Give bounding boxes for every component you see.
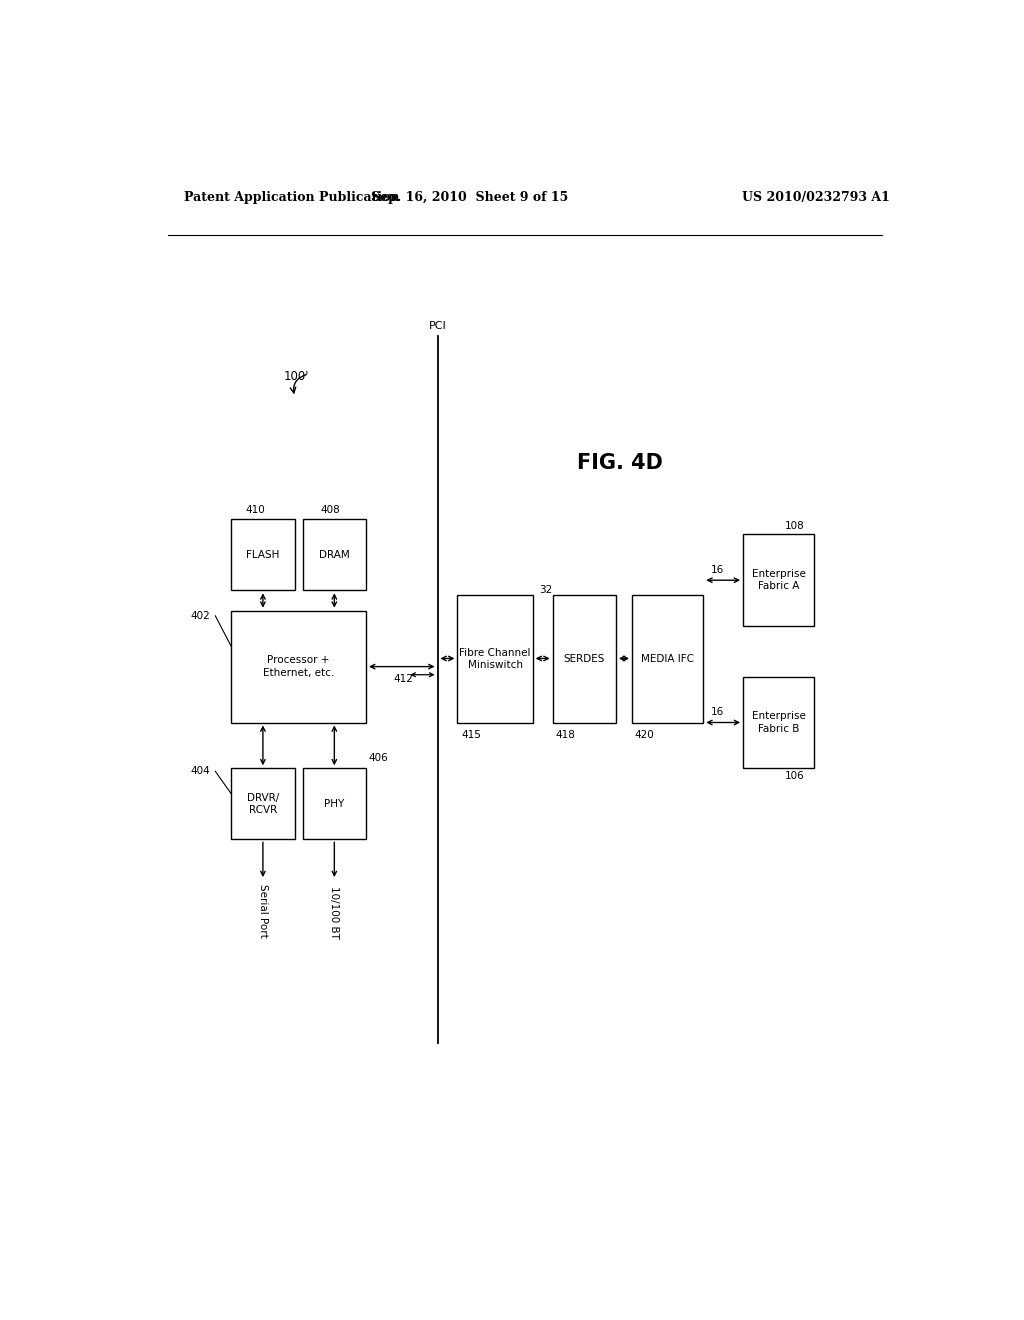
Text: 415: 415 xyxy=(461,730,481,739)
Text: DRVR/
RCVR: DRVR/ RCVR xyxy=(247,792,279,814)
Text: 404: 404 xyxy=(190,767,210,776)
Bar xyxy=(231,768,295,840)
Text: Serial Port: Serial Port xyxy=(258,883,268,937)
Text: US 2010/0232793 A1: US 2010/0232793 A1 xyxy=(742,190,890,203)
Text: Patent Application Publication: Patent Application Publication xyxy=(183,190,399,203)
Text: 420: 420 xyxy=(634,730,654,739)
Text: 100': 100' xyxy=(284,371,309,383)
Bar xyxy=(231,519,295,590)
Text: DRAM: DRAM xyxy=(318,550,350,560)
Text: 108: 108 xyxy=(785,521,805,532)
Text: FLASH: FLASH xyxy=(246,550,280,560)
Text: Fibre Channel
Miniswitch: Fibre Channel Miniswitch xyxy=(460,648,530,671)
Bar xyxy=(303,768,367,840)
Bar xyxy=(458,595,532,722)
Text: Enterprise
Fabric B: Enterprise Fabric B xyxy=(752,711,806,734)
Bar xyxy=(743,677,814,768)
Text: PHY: PHY xyxy=(325,799,344,809)
Text: SERDES: SERDES xyxy=(563,653,605,664)
Text: 402: 402 xyxy=(190,611,210,620)
Text: 106: 106 xyxy=(785,771,805,781)
Text: 408: 408 xyxy=(321,506,341,515)
Text: 10/100 BT: 10/100 BT xyxy=(330,886,339,939)
Bar xyxy=(303,519,367,590)
Text: FIG. 4D: FIG. 4D xyxy=(578,453,663,474)
Text: Enterprise
Fabric A: Enterprise Fabric A xyxy=(752,569,806,591)
Text: Processor +
Ethernet, etc.: Processor + Ethernet, etc. xyxy=(263,656,334,677)
Text: Sep. 16, 2010  Sheet 9 of 15: Sep. 16, 2010 Sheet 9 of 15 xyxy=(371,190,568,203)
Text: 406: 406 xyxy=(369,754,388,763)
Bar xyxy=(553,595,616,722)
Bar xyxy=(231,611,367,722)
Bar xyxy=(743,535,814,626)
Text: 16: 16 xyxy=(712,708,725,717)
Bar xyxy=(632,595,703,722)
Text: 418: 418 xyxy=(555,730,574,739)
Text: PCI: PCI xyxy=(429,321,446,331)
Text: 16: 16 xyxy=(712,565,725,576)
Text: 412: 412 xyxy=(394,673,414,684)
Text: 32: 32 xyxy=(539,585,552,595)
Text: 410: 410 xyxy=(246,506,265,515)
Text: MEDIA IFC: MEDIA IFC xyxy=(641,653,694,664)
